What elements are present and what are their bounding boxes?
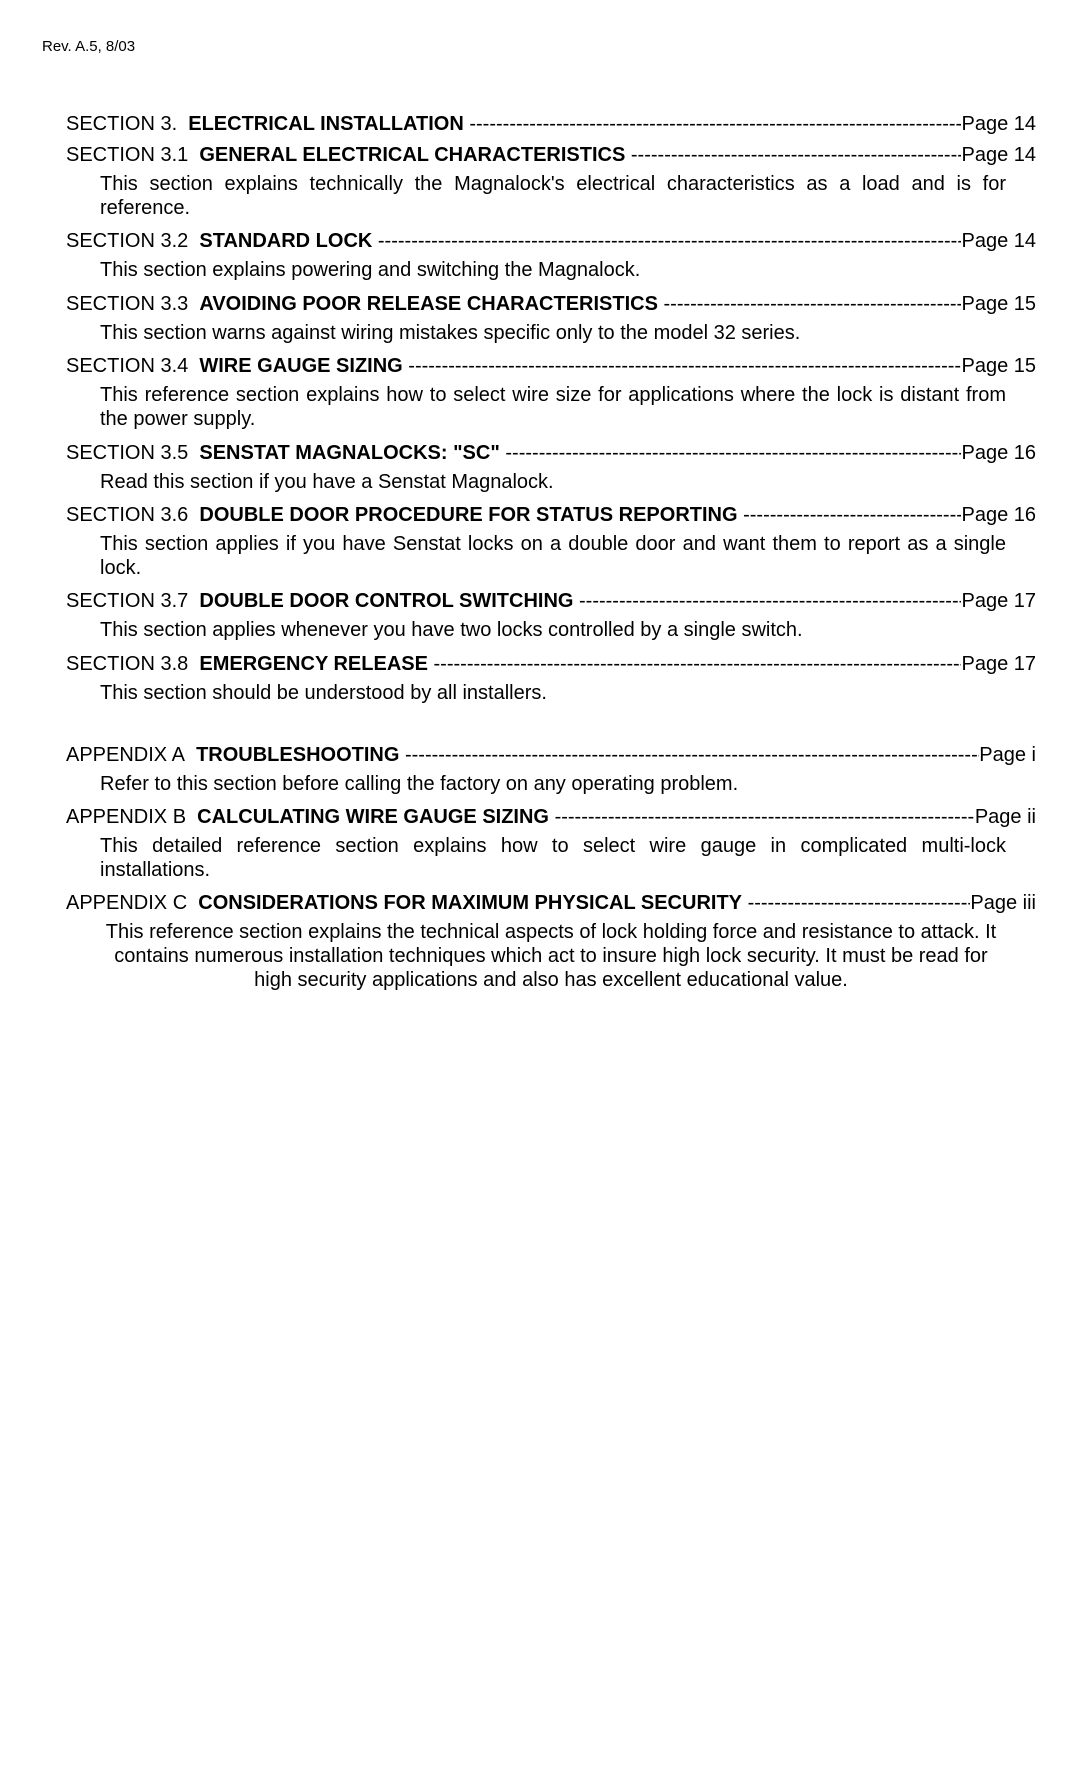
toc-entry-description: This section explains technically the Ma… xyxy=(100,173,1006,220)
toc-leader: ----------------------------------------… xyxy=(631,144,962,167)
toc-leader: ----------------------------------------… xyxy=(378,230,962,253)
toc-entry-description: This section applies whenever you have t… xyxy=(100,619,1006,643)
toc-entry: SECTION 3.2 STANDARD LOCK --------------… xyxy=(66,230,1036,253)
toc-entry: SECTION 3.6 DOUBLE DOOR PROCEDURE FOR ST… xyxy=(66,504,1036,527)
toc-entry-description: This section applies if you have Senstat… xyxy=(100,533,1006,580)
toc-leader: ----------------------------------------… xyxy=(505,442,961,465)
toc-entry-page: Page 17 xyxy=(961,653,1036,676)
toc-entry-title: STANDARD LOCK xyxy=(199,230,372,253)
toc-entry-description: This reference section explains the tech… xyxy=(96,921,1006,992)
toc-entry-description: This section explains powering and switc… xyxy=(100,259,1006,283)
toc-entry-page: Page 15 xyxy=(961,293,1036,316)
toc-entry: SECTION 3.7 DOUBLE DOOR CONTROL SWITCHIN… xyxy=(66,590,1036,613)
toc-entry-description: Read this section if you have a Senstat … xyxy=(100,471,1006,495)
toc-entry-prefix: SECTION 3.5 xyxy=(66,442,199,465)
toc-entry-prefix: SECTION 3.3 xyxy=(66,293,199,316)
toc-entry-title: DOUBLE DOOR PROCEDURE FOR STATUS REPORTI… xyxy=(199,504,737,527)
document-page: Rev. A.5, 8/03 SECTION 3. ELECTRICAL INS… xyxy=(0,0,1080,1778)
toc-entry-prefix: APPENDIX B xyxy=(66,806,197,829)
toc-leader: ----------------------------------------… xyxy=(555,806,975,829)
toc-entry-description: This detailed reference section explains… xyxy=(100,835,1006,882)
toc-entry-title: GENERAL ELECTRICAL CHARACTERISTICS xyxy=(199,144,625,167)
toc-entry-title: AVOIDING POOR RELEASE CHARACTERISTICS xyxy=(199,293,658,316)
toc-entry: SECTION 3.8 EMERGENCY RELEASE ----------… xyxy=(66,653,1036,676)
toc-leader: ----------------------------------------… xyxy=(405,744,979,767)
toc-entry-page: Page 17 xyxy=(961,590,1036,613)
toc-entry-title: SENSTAT MAGNALOCKS: "SC" xyxy=(199,442,499,465)
toc-entry-description: Refer to this section before calling the… xyxy=(100,773,1006,797)
toc-leader: ----------------------------------------… xyxy=(664,293,962,316)
toc-entry-page: Page ii xyxy=(975,806,1036,829)
toc-entry-description: This reference section explains how to s… xyxy=(100,384,1006,431)
toc-entry-title: CONSIDERATIONS FOR MAXIMUM PHYSICAL SECU… xyxy=(198,892,742,915)
toc-leader: ----------------------------------------… xyxy=(408,355,961,378)
toc-entry: APPENDIX C CONSIDERATIONS FOR MAXIMUM PH… xyxy=(66,892,1036,915)
toc-entry-description: This section should be understood by all… xyxy=(100,682,1006,706)
section-gap xyxy=(66,716,1036,744)
toc-entry: APPENDIX B CALCULATING WIRE GAUGE SIZING… xyxy=(66,806,1036,829)
toc-entry-page: Page 14 xyxy=(961,230,1036,253)
toc-entry-page: Page 14 xyxy=(961,113,1036,136)
toc-entry-title: EMERGENCY RELEASE xyxy=(199,653,428,676)
toc-entry-title: TROUBLESHOOTING xyxy=(196,744,399,767)
toc-entry-prefix: SECTION 3.4 xyxy=(66,355,199,378)
toc-leader: ----------------------------------------… xyxy=(743,504,961,527)
table-of-contents: SECTION 3. ELECTRICAL INSTALLATION -----… xyxy=(66,113,1036,992)
toc-entry: SECTION 3. ELECTRICAL INSTALLATION -----… xyxy=(66,113,1036,136)
toc-entry-prefix: SECTION 3.6 xyxy=(66,504,199,527)
toc-entry-title: DOUBLE DOOR CONTROL SWITCHING xyxy=(199,590,573,613)
toc-entry-prefix: APPENDIX C xyxy=(66,892,198,915)
revision-text: Rev. A.5, 8/03 xyxy=(42,38,1036,55)
toc-entry-prefix: SECTION 3.2 xyxy=(66,230,199,253)
toc-entry-page: Page 16 xyxy=(961,504,1036,527)
toc-leader: ----------------------------------------… xyxy=(579,590,961,613)
toc-entry-prefix: APPENDIX A xyxy=(66,744,196,767)
toc-entry-page: Page 14 xyxy=(961,144,1036,167)
toc-entry-prefix: SECTION 3. xyxy=(66,113,188,136)
toc-leader: ----------------------------------------… xyxy=(434,653,962,676)
toc-leader: ----------------------------------------… xyxy=(748,892,971,915)
toc-entry-prefix: SECTION 3.1 xyxy=(66,144,199,167)
toc-entry-page: Page 16 xyxy=(961,442,1036,465)
toc-entry-prefix: SECTION 3.8 xyxy=(66,653,199,676)
toc-entry-page: Page i xyxy=(979,744,1036,767)
toc-entry-page: Page 15 xyxy=(961,355,1036,378)
toc-entry-title: CALCULATING WIRE GAUGE SIZING xyxy=(197,806,549,829)
toc-entry: SECTION 3.5 SENSTAT MAGNALOCKS: "SC" ---… xyxy=(66,442,1036,465)
toc-entry-description: This section warns against wiring mistak… xyxy=(100,322,1006,346)
toc-entry-title: WIRE GAUGE SIZING xyxy=(199,355,402,378)
toc-entry-title: ELECTRICAL INSTALLATION xyxy=(188,113,464,136)
toc-entry-page: Page iii xyxy=(970,892,1036,915)
toc-entry: SECTION 3.4 WIRE GAUGE SIZING ----------… xyxy=(66,355,1036,378)
toc-entry-prefix: SECTION 3.7 xyxy=(66,590,199,613)
toc-leader: ----------------------------------------… xyxy=(469,113,961,136)
toc-entry: APPENDIX A TROUBLESHOOTING -------------… xyxy=(66,744,1036,767)
toc-entry: SECTION 3.3 AVOIDING POOR RELEASE CHARAC… xyxy=(66,293,1036,316)
toc-entry: SECTION 3.1 GENERAL ELECTRICAL CHARACTER… xyxy=(66,144,1036,167)
